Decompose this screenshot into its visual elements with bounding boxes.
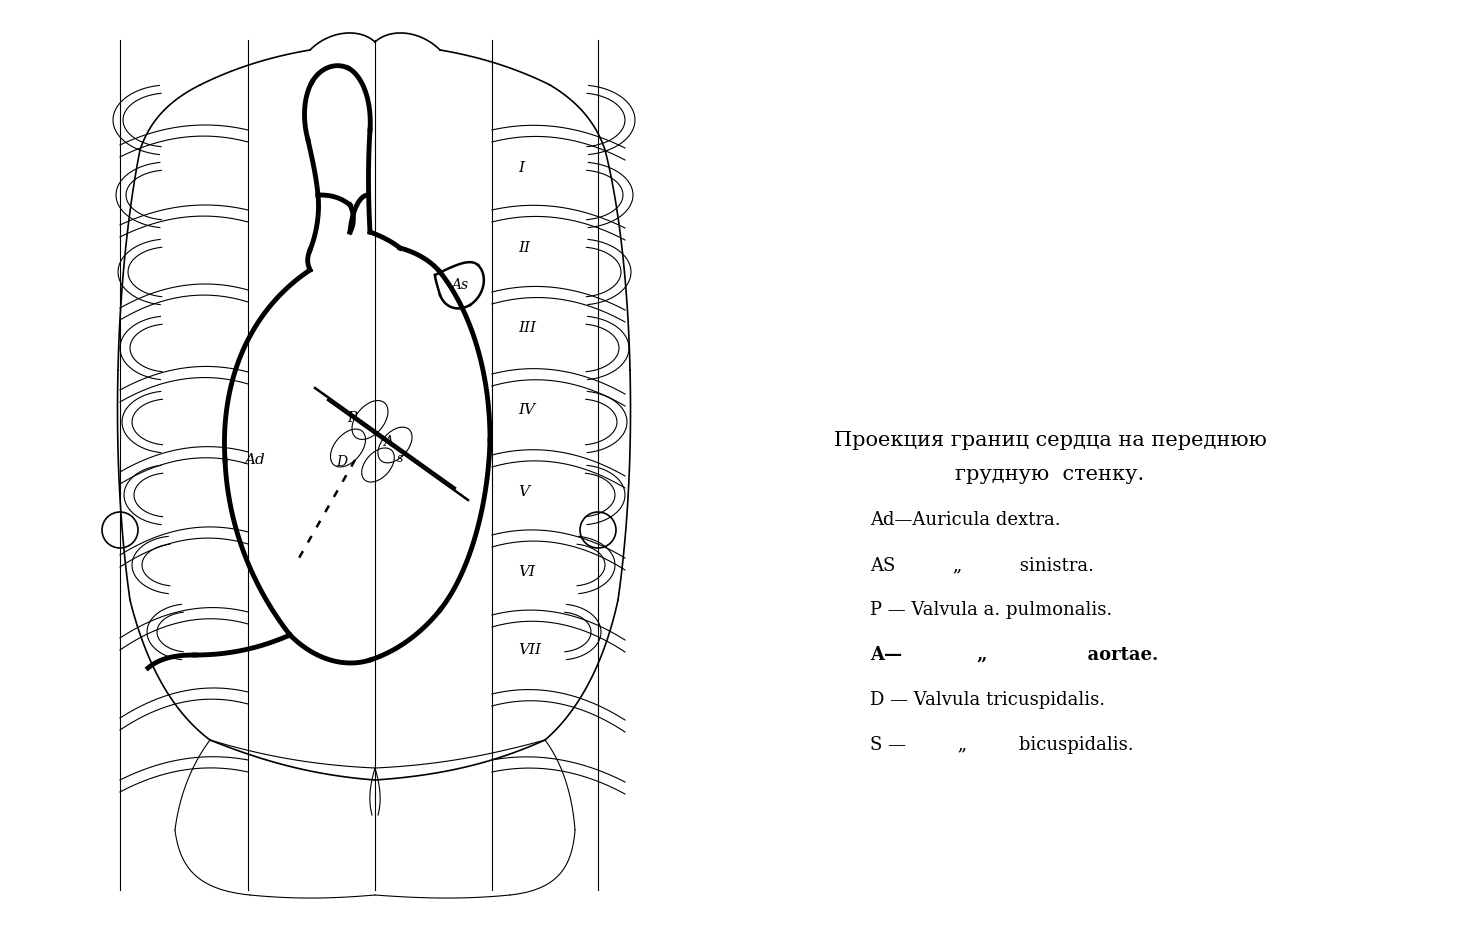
Text: I: I <box>517 161 523 175</box>
Text: AS          „          sinistra.: AS „ sinistra. <box>869 556 1094 574</box>
Text: P — Valvula a. pulmonalis.: P — Valvula a. pulmonalis. <box>869 601 1113 619</box>
Text: D — Valvula tricuspidalis.: D — Valvula tricuspidalis. <box>869 691 1105 709</box>
Text: III: III <box>517 321 537 335</box>
Text: A—            „                aortae.: A— „ aortae. <box>869 646 1158 664</box>
Text: V: V <box>517 485 529 499</box>
Text: VII: VII <box>517 643 541 657</box>
Text: A: A <box>383 435 393 449</box>
Text: Ad: Ad <box>245 453 265 467</box>
Text: Ad—Auricula dextra.: Ad—Auricula dextra. <box>869 511 1060 529</box>
Text: D: D <box>336 455 347 469</box>
Text: грудную  стенку.: грудную стенку. <box>956 465 1145 485</box>
Text: As: As <box>452 278 469 292</box>
Text: P: P <box>347 411 356 425</box>
Text: Проекция границ сердца на переднюю: Проекция границ сердца на переднюю <box>834 431 1267 449</box>
Text: VI: VI <box>517 565 535 579</box>
Text: s: s <box>397 451 403 464</box>
Text: S —         „         bicuspidalis.: S — „ bicuspidalis. <box>869 736 1133 754</box>
Text: II: II <box>517 241 531 255</box>
Text: IV: IV <box>517 403 535 417</box>
